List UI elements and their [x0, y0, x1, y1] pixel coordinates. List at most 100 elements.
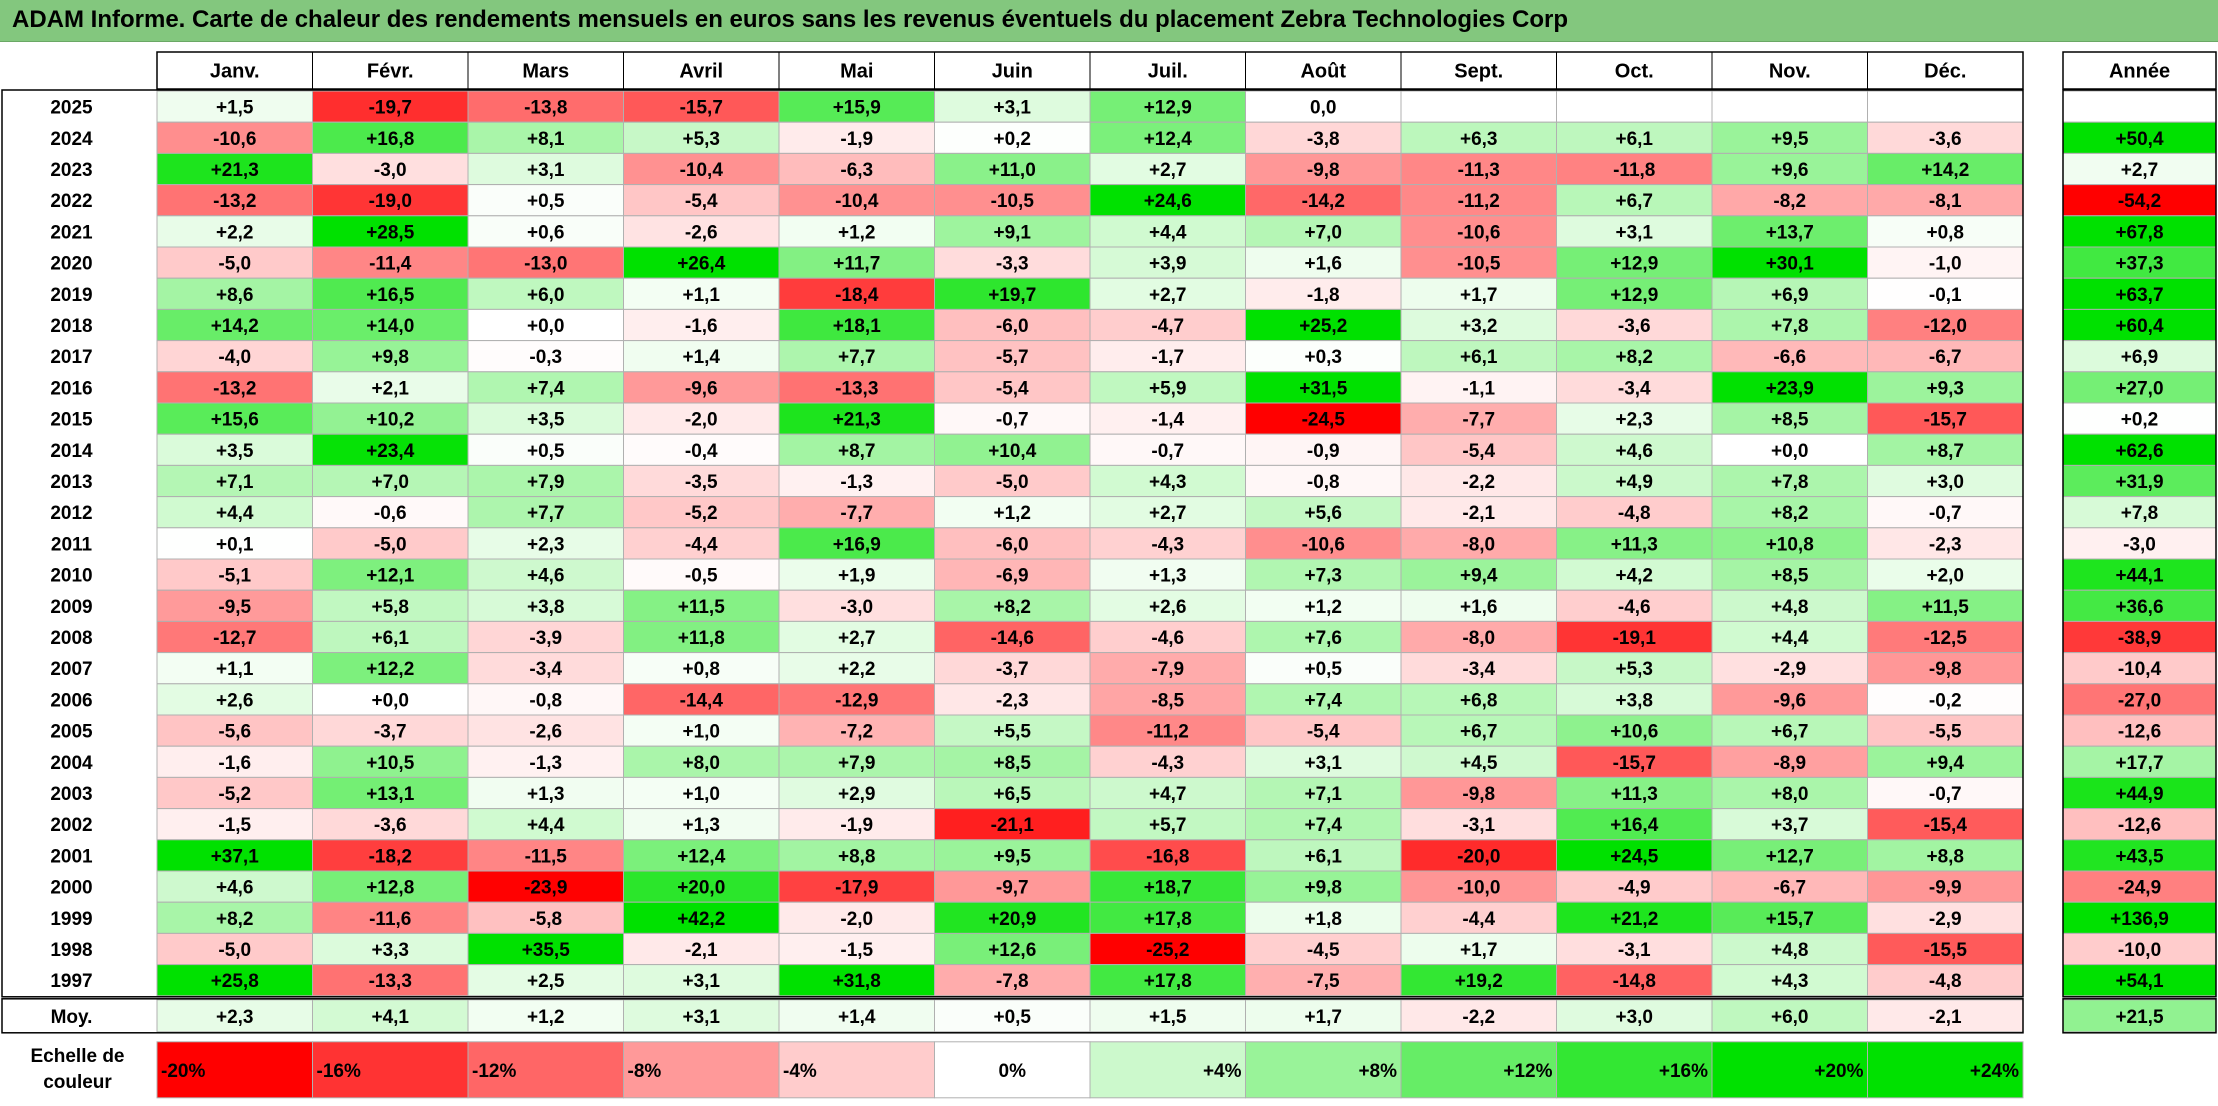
cell-value: -12,5: [1924, 628, 1968, 649]
cell-value: -0,9: [1307, 441, 1340, 462]
cell-value: +14,2: [1921, 160, 1969, 181]
average-value: -2,2: [1462, 1007, 1495, 1028]
heat-cell: [934, 964, 1091, 997]
average-value: +2,3: [216, 1007, 254, 1028]
year-label: 2013: [50, 472, 92, 493]
cell-value: -2,3: [1929, 534, 1962, 555]
heat-cell: [467, 839, 624, 872]
column-header-6: Juin: [992, 61, 1033, 83]
annual-value: -27,0: [2118, 690, 2161, 711]
year-label: 2001: [50, 846, 93, 867]
annual-value: +67,8: [2115, 222, 2163, 243]
cell-value: +12,9: [1610, 285, 1658, 306]
heat-cell: [1867, 402, 2024, 435]
cell-value: -3,6: [1618, 316, 1651, 337]
year-label: 1998: [50, 940, 92, 961]
cell-value: -4,4: [685, 534, 718, 555]
annual-value: -3,0: [2123, 534, 2156, 555]
heat-cell: [778, 589, 935, 622]
cell-value: +1,3: [1149, 566, 1187, 587]
heat-cell: [623, 402, 780, 435]
heat-cell: [623, 652, 780, 685]
cell-value: -15,7: [1924, 410, 1967, 431]
scale-value: -20%: [161, 1061, 205, 1082]
title-bar: ADAM Informe. Carte de chaleur des rende…: [0, 0, 2218, 42]
cell-value: +6,0: [527, 285, 565, 306]
heat-cell: [1556, 839, 1713, 872]
cell-value: +1,2: [838, 222, 876, 243]
year-label: 2004: [50, 753, 93, 774]
cell-value: -11,8: [1613, 160, 1655, 181]
heat-cell: [1400, 870, 1557, 903]
cell-value: +11,3: [1611, 784, 1658, 805]
cell-value: +20,9: [988, 909, 1036, 930]
cell-value: -10,4: [835, 191, 879, 212]
cell-value: -9,7: [996, 878, 1029, 899]
scale-value: +20%: [1814, 1061, 1863, 1082]
heat-cell: [312, 371, 469, 404]
cell-value: -4,7: [1151, 316, 1184, 337]
cell-value: -4,8: [1929, 971, 1962, 992]
annual-value: +50,4: [2115, 129, 2164, 150]
average-cell: [1245, 999, 1402, 1033]
annual-cell: [2062, 433, 2217, 466]
cell-value: -3,4: [529, 659, 562, 680]
heat-cell: [623, 277, 780, 310]
heat-cell: [934, 308, 1091, 342]
cell-value: +3,0: [1926, 472, 1964, 493]
column-header-9: Sept.: [1454, 61, 1503, 83]
heat-cell: [156, 870, 313, 903]
heat-cell: [778, 433, 935, 466]
cell-value: -7,7: [1462, 410, 1495, 431]
cell-value: +21,2: [1610, 909, 1658, 930]
heat-cell: [623, 714, 780, 747]
cell-value: -10,4: [680, 160, 724, 181]
cell-value: +6,1: [371, 628, 409, 649]
cell-value: -11,2: [1458, 191, 1500, 212]
year-label: 2021: [50, 222, 93, 243]
cell-value: -7,8: [996, 971, 1029, 992]
cell-value: -1,3: [840, 472, 873, 493]
cell-value: +10,8: [1766, 534, 1814, 555]
cell-value: +31,5: [1299, 378, 1348, 399]
heat-cell: [623, 776, 780, 810]
average-cell: [156, 999, 313, 1033]
heat-cell: [156, 652, 313, 685]
average-value: +1,4: [838, 1007, 876, 1028]
cell-value: -12,0: [1924, 316, 1967, 337]
cell-value: +18,7: [1144, 878, 1192, 899]
heat-cell: [1245, 745, 1402, 778]
cell-value: +2,3: [527, 534, 565, 555]
heat-cell: [1089, 839, 1246, 872]
cell-value: -2,0: [685, 410, 718, 431]
heat-cell: [1556, 340, 1713, 373]
cell-value: +3,9: [1149, 254, 1187, 275]
annual-value: +43,5: [2115, 846, 2164, 867]
cell-value: -1,1: [1462, 378, 1495, 399]
average-annual-cell: [2062, 999, 2217, 1033]
heat-cell: [623, 371, 780, 404]
cell-value: -14,4: [680, 690, 724, 711]
cell-value: -3,5: [685, 472, 718, 493]
heat-cell: [156, 433, 313, 466]
average-value: +3,0: [1615, 1007, 1653, 1028]
scale-value: +4%: [1203, 1061, 1242, 1082]
cell-value: +0,0: [1771, 441, 1809, 462]
heat-cell: [778, 527, 935, 560]
annual-cell: [2062, 964, 2217, 997]
cell-value: -2,6: [529, 722, 562, 743]
heat-cell: [623, 433, 780, 466]
heat-cell: [312, 932, 469, 966]
cell-value: -3,9: [529, 628, 562, 649]
heat-cell: [467, 121, 624, 154]
heat-cell: [1867, 496, 2024, 529]
heat-cell: [1089, 620, 1246, 654]
heat-cell: [156, 964, 313, 997]
cell-value: +3,1: [993, 98, 1031, 119]
cell-value: -8,1: [1929, 191, 1962, 212]
cell-value: +0,0: [527, 316, 565, 337]
cell-value: +6,5: [993, 784, 1031, 805]
cell-value: -7,5: [1307, 971, 1340, 992]
annual-value: +2,7: [2121, 160, 2159, 181]
heat-cell: [312, 215, 469, 248]
